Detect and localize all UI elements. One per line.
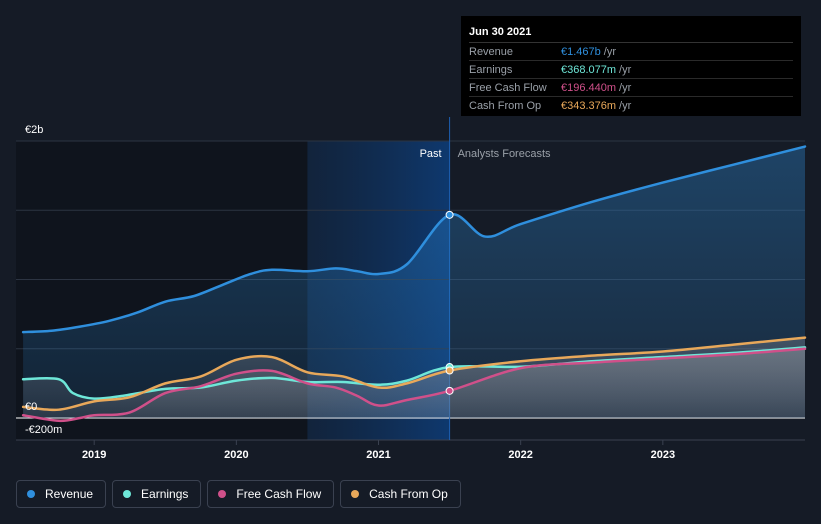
marker-revenue [445,210,454,219]
past-label: Past [420,148,442,160]
tooltip-unit: /yr [619,99,632,112]
line-revenue [21,145,807,334]
legend-item-revenue[interactable]: Revenue [16,480,107,508]
legend-dot-icon [27,490,35,498]
line-cash-from-op [21,336,807,412]
tooltip-label: Free Cash Flow [469,81,547,94]
legend-label: Earnings [141,487,189,501]
x-tick-label: 2021 [366,449,390,461]
legend-item-free-cash-flow[interactable]: Free Cash Flow [207,480,335,508]
x-tick-label: 2022 [508,449,532,461]
area-cash-from-op [23,337,806,418]
tooltip-unit: /yr [619,81,632,94]
legend-label: Cash From Op [369,487,448,501]
tooltip-row-earnings: Earnings €368.077m /yr [469,61,793,79]
tooltip-value: €196.440m [561,81,617,94]
marker-cash-from-op [445,366,454,375]
tooltip-label: Earnings [469,63,513,76]
tooltip-row-free-cash-flow: Free Cash Flow €196.440m /yr [469,79,793,97]
marker-free-cash-flow [445,386,454,395]
line-earnings [21,346,807,400]
area-revenue [23,146,806,419]
legend-item-cash-from-op[interactable]: Cash From Op [340,480,461,508]
legend-item-earnings[interactable]: Earnings [112,480,202,508]
x-tick-label: 2020 [224,449,248,461]
legend: Revenue Earnings Free Cash Flow Cash Fro… [16,480,461,508]
tooltip-unit: /yr [619,63,632,76]
legend-label: Revenue [45,487,94,501]
legend-dot-icon [351,490,360,498]
y-tick-label: -€200m [25,424,62,436]
tooltip-value: €343.376m [561,99,617,112]
x-tick-label: 2023 [651,449,675,461]
x-tick-label: 2019 [82,449,106,461]
tooltip-unit: /yr [603,45,616,58]
tooltip-date: Jun 30 2021 [469,24,793,43]
tooltip: Jun 30 2021 Revenue €1.467b /yr Earnings… [461,16,801,116]
tooltip-value: €1.467b [561,45,601,58]
tooltip-value: €368.077m [561,63,617,76]
tooltip-row-cash-from-op: Cash From Op €343.376m /yr [469,97,793,114]
line-free-cash-flow [21,347,807,423]
legend-dot-icon [218,490,227,498]
legend-dot-icon [123,490,132,498]
forecast-label: Analysts Forecasts [458,148,551,160]
y-tick-label: €0 [25,401,37,413]
y-tick-label: €2b [25,124,43,136]
tooltip-label: Revenue [469,45,514,58]
tooltip-row-revenue: Revenue €1.467b /yr [469,43,793,61]
legend-label: Free Cash Flow [236,487,322,501]
tooltip-label: Cash From Op [469,99,542,112]
